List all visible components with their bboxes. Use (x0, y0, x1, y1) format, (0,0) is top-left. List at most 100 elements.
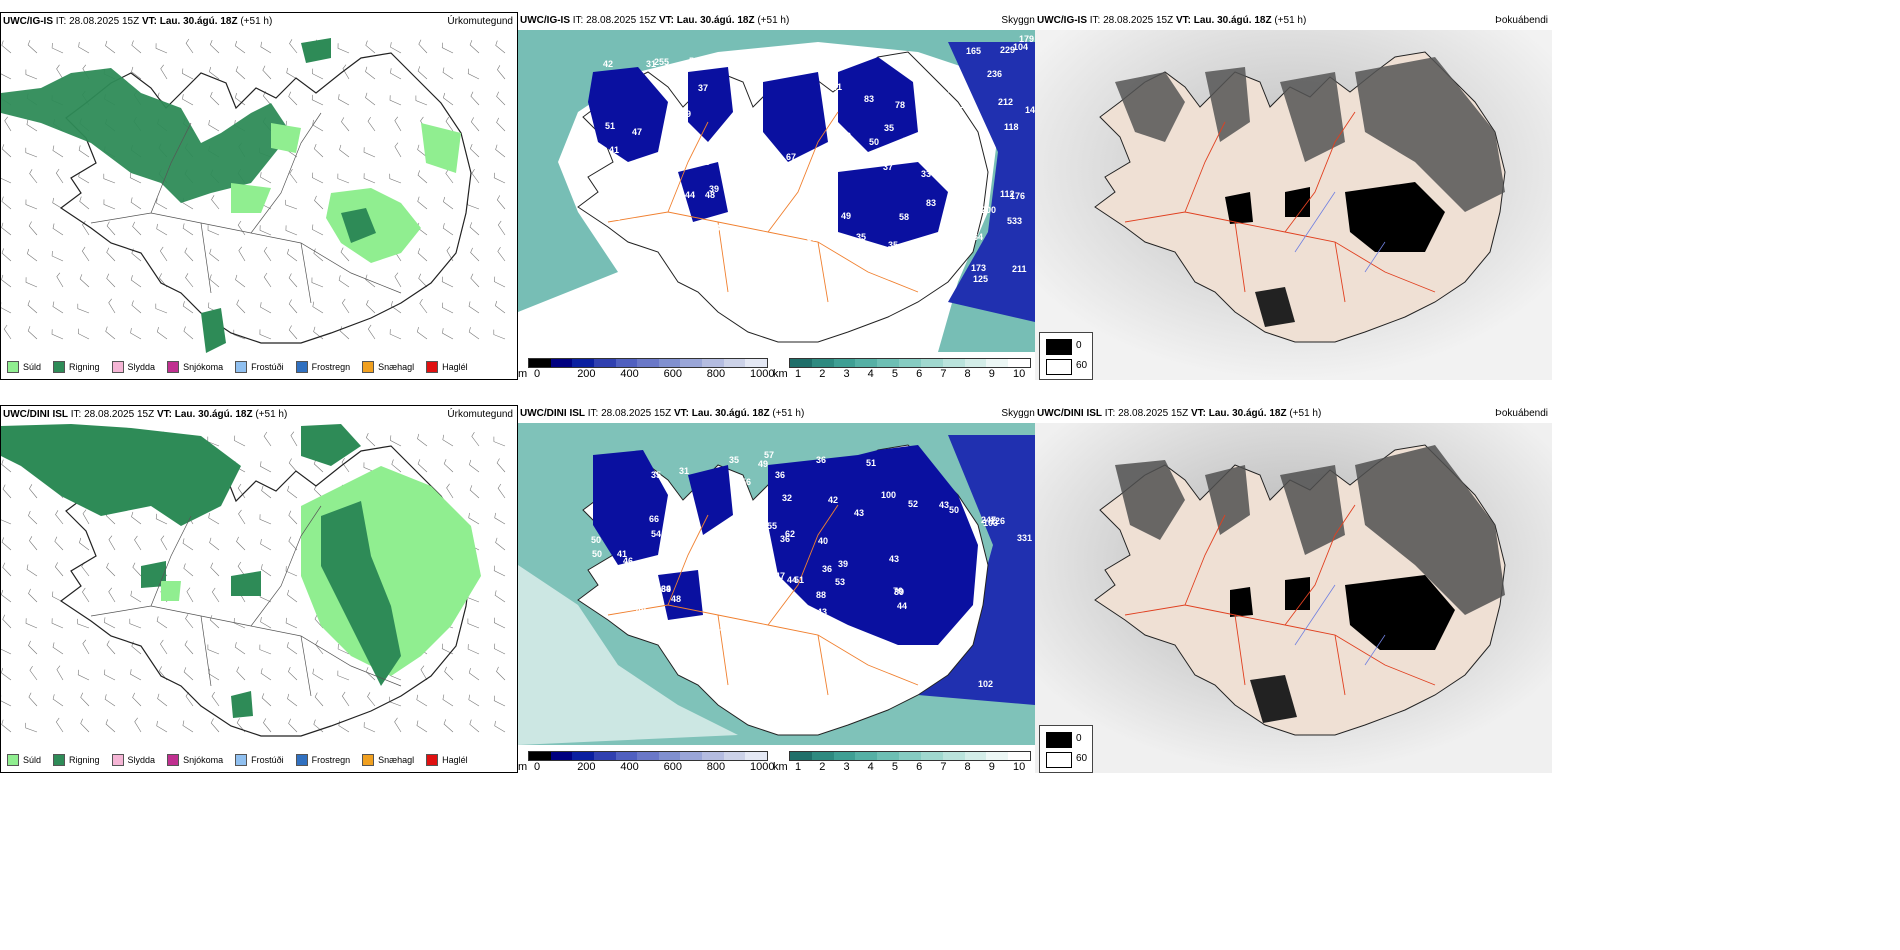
colorbar-tick: 0 (534, 368, 541, 380)
colorbar-segment (615, 359, 638, 367)
colorbar-segment (986, 752, 1009, 760)
wind-barb (105, 40, 116, 54)
wind-barb (288, 299, 298, 314)
panel-header: UWC/IG-IS IT: 28.08.2025 15Z VT: Lau. 30… (3, 16, 273, 27)
colorbar-tick: 5 (891, 368, 898, 380)
wind-barb (263, 431, 272, 447)
wind-barb (416, 720, 428, 733)
cloud-base-label: 88 (816, 590, 826, 600)
wind-barb (235, 66, 246, 80)
wind-barb (27, 248, 38, 262)
wind-barb (260, 172, 272, 184)
wind-barb (159, 246, 168, 262)
wind-barb (25, 199, 38, 210)
legend-item: Slydda (111, 754, 155, 766)
colorbar-segment (550, 359, 573, 367)
cloud-base-label: 64 (797, 223, 807, 233)
wind-barb (1, 719, 12, 733)
wind-barb (470, 117, 480, 132)
legend-item: Snjókoma (167, 754, 223, 766)
colorbar-tick: 1000 (750, 368, 775, 380)
legend-swatch (1046, 752, 1072, 768)
rain-area (1, 424, 241, 526)
cloud-base-label: 35 (651, 470, 661, 480)
wind-barb (497, 65, 506, 80)
wind-barb (182, 68, 194, 80)
colorbar-segment (855, 752, 878, 760)
wind-barb (104, 694, 116, 707)
wind-barb (134, 717, 142, 733)
legend-swatch (426, 361, 439, 373)
wind-barb (441, 643, 454, 655)
wind-barb (363, 722, 376, 733)
wind-barb (80, 692, 90, 707)
wind-barb (210, 718, 220, 733)
wind-barb (286, 642, 298, 655)
cloud-base-label: 69 (616, 210, 626, 220)
wind-barb (493, 695, 506, 707)
wind-barb (158, 666, 168, 681)
wind-barb (446, 246, 454, 262)
wind-barb (185, 614, 194, 629)
cloud-base-label: 70 (893, 586, 903, 596)
cloud-base-label: 43 (939, 500, 949, 510)
wind-barb (469, 719, 480, 733)
panel-title: Úrkomutegund (447, 409, 513, 420)
cloud-base-label: 39 (661, 584, 671, 594)
cloud-base-label: 55 (751, 193, 761, 203)
wind-barb (260, 302, 272, 314)
cloud-base-label: 51 (605, 121, 615, 131)
cloud-base-label: 37 (630, 220, 640, 230)
cloud-base-label: 47 (775, 571, 785, 581)
cloud-base-label: 44 (787, 575, 797, 585)
colorbar-segment (1008, 359, 1030, 367)
colorbar-tick: 200 (577, 761, 596, 773)
wind-barb (287, 589, 298, 603)
cloud-base-label: 60 (907, 240, 917, 250)
wind-barb (156, 616, 168, 629)
wind-barb (394, 142, 402, 158)
wind-barb (28, 510, 38, 525)
cloud-base-label: 50 (591, 535, 601, 545)
wind-barb (417, 459, 428, 473)
cloud-base-label: 48 (668, 526, 678, 536)
colorbar-m (528, 358, 768, 368)
wind-barb (417, 66, 428, 80)
wind-barb (259, 225, 272, 236)
colorbar-segment (833, 359, 856, 367)
wind-barb (27, 300, 38, 314)
wind-barb (81, 246, 90, 262)
cloud-base-label: 86 (761, 189, 771, 199)
wind-barb (236, 666, 246, 681)
wind-barb (496, 195, 506, 210)
rain-area (321, 501, 401, 686)
wind-barb (494, 590, 506, 603)
roads (1124, 111, 1436, 303)
colorbar-tick: 5 (891, 761, 898, 773)
cloud-base-label: 55 (767, 521, 777, 531)
wind-barb (442, 328, 454, 340)
colorbar-segment (942, 752, 965, 760)
wind-barb (156, 720, 168, 733)
colorbar-tick: 7 (940, 368, 947, 380)
cloud-base-label: 45 (721, 602, 731, 612)
wind-barb (106, 247, 116, 262)
cloud-base-label: 255 (654, 57, 669, 67)
wind-barb (208, 668, 220, 681)
drizzle-area (161, 581, 181, 601)
roads (1124, 504, 1436, 696)
wind-barb (210, 562, 220, 577)
colorbar-m (528, 751, 768, 761)
wind-barb (365, 66, 376, 80)
wind-barb (417, 170, 428, 184)
roads (90, 112, 402, 304)
wind-barb (155, 43, 168, 54)
cloud-base-label: 36 (661, 168, 671, 178)
wind-barb (55, 510, 64, 525)
wind-barb (1, 537, 12, 551)
cloud-base-label: 53 (689, 56, 699, 66)
cloud-base-label: 79 (796, 603, 806, 613)
wind-barb (80, 718, 90, 733)
wind-barb (1, 222, 12, 236)
wind-barb (108, 587, 116, 603)
